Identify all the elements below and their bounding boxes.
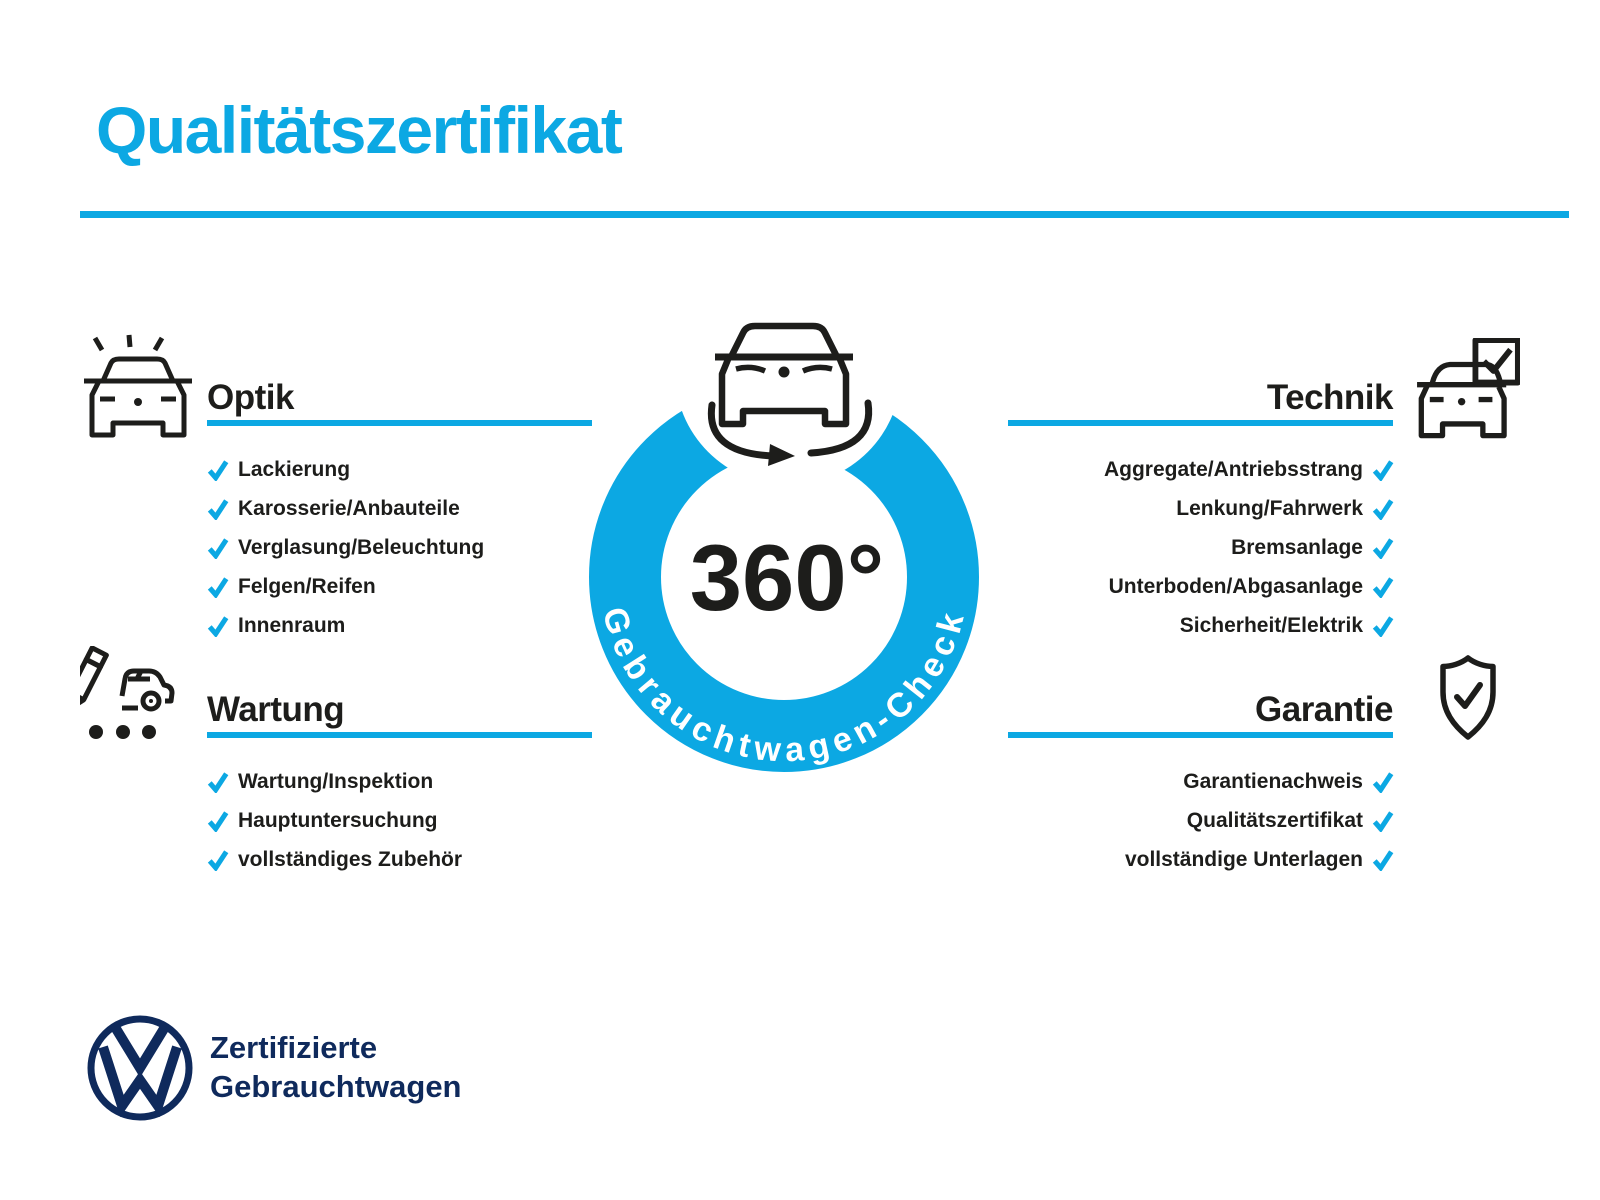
checklist-label: Lenkung/Fahrwerk <box>1176 496 1363 520</box>
check-icon <box>1372 615 1394 637</box>
section-rule-wartung <box>207 732 592 738</box>
checklist-label: Hauptuntersuchung <box>238 808 438 832</box>
check-icon <box>207 498 229 520</box>
optik-checklist: Lackierung Karosserie/Anbauteile Verglas… <box>207 456 484 651</box>
checklist-label: Innenraum <box>238 613 346 637</box>
section-rule-technik <box>1008 420 1393 426</box>
checklist-label: Aggregate/Antriebsstrang <box>1103 457 1363 481</box>
section-heading-optik: Optik <box>207 378 294 417</box>
degrees-label: 360° <box>690 525 884 630</box>
check-icon <box>207 576 229 598</box>
checklist-label: Karosserie/Anbauteile <box>238 496 460 520</box>
brand-claim-line1: Zertifizierte <box>210 1030 378 1065</box>
list-item: Sicherheit/Elektrik <box>1008 612 1394 639</box>
car-checkbox-icon <box>1417 338 1520 439</box>
list-item: Aggregate/Antriebsstrang <box>1008 456 1394 483</box>
section-heading-wartung: Wartung <box>207 690 345 729</box>
list-item: Bremsanlage <box>1008 534 1394 561</box>
check-icon <box>1372 537 1394 559</box>
vw-logo <box>87 1015 193 1121</box>
list-item: Garantienachweis <box>1008 768 1394 795</box>
section-heading-technik: Technik <box>1266 378 1394 417</box>
check-icon <box>207 537 229 559</box>
garantie-checklist: Garantienachweis Qualitätszertifikat vol… <box>1008 768 1394 885</box>
list-item: Felgen/Reifen <box>207 573 484 600</box>
checklist-label: Garantienachweis <box>1183 769 1363 793</box>
section-heading-garantie: Garantie <box>1255 690 1394 729</box>
check-icon <box>207 615 229 637</box>
checklist-label: Unterboden/Abgasanlage <box>1108 574 1363 598</box>
list-item: Lenkung/Fahrwerk <box>1008 495 1394 522</box>
check-icon <box>207 849 229 871</box>
brand-claim: Zertifizierte Gebrauchtwagen <box>210 1028 462 1106</box>
list-item: Unterboden/Abgasanlage <box>1008 573 1394 600</box>
title-divider <box>80 211 1569 218</box>
brand-claim-line2: Gebrauchtwagen <box>210 1069 462 1104</box>
list-item: Wartung/Inspektion <box>207 768 462 795</box>
360-check-badge: Gebrauchtwagen-Check 360° <box>589 259 979 772</box>
list-item: Karosserie/Anbauteile <box>207 495 484 522</box>
list-item: vollständiges Zubehör <box>207 846 462 873</box>
checklist-label: Qualitätszertifikat <box>1186 808 1363 832</box>
check-icon <box>1372 459 1394 481</box>
check-icon <box>1372 849 1394 871</box>
check-icon <box>1372 771 1394 793</box>
car-front-rotation-icon <box>707 322 873 466</box>
list-item: Hauptuntersuchung <box>207 807 462 834</box>
wartung-checklist: Wartung/Inspektion Hauptuntersuchung vol… <box>207 768 462 885</box>
checklist-label: Felgen/Reifen <box>238 574 376 598</box>
checklist-label: Lackierung <box>238 457 351 481</box>
checklist-label: Verglasung/Beleuchtung <box>238 535 485 559</box>
shield-check-icon <box>1440 655 1496 740</box>
pencil-car-checklist-icon <box>80 646 175 739</box>
checklist-label: vollständiges Zubehör <box>238 847 463 871</box>
list-item: Verglasung/Beleuchtung <box>207 534 484 561</box>
checklist-label: vollständige Unterlagen <box>1124 847 1363 871</box>
page-title: Qualitätszertifikat <box>96 93 623 167</box>
list-item: vollständige Unterlagen <box>1008 846 1394 873</box>
section-rule-garantie <box>1008 732 1393 738</box>
check-icon <box>1372 576 1394 598</box>
checklist-label: Sicherheit/Elektrik <box>1179 613 1363 637</box>
check-icon <box>207 459 229 481</box>
list-item: Lackierung <box>207 456 484 483</box>
checklist-label: Bremsanlage <box>1231 535 1363 559</box>
technik-checklist: Aggregate/Antriebsstrang Lenkung/Fahrwer… <box>1008 456 1394 651</box>
check-icon <box>207 771 229 793</box>
list-item: Qualitätszertifikat <box>1008 807 1394 834</box>
check-icon <box>207 810 229 832</box>
checklist-label: Wartung/Inspektion <box>238 769 434 793</box>
check-icon <box>1372 810 1394 832</box>
list-item: Innenraum <box>207 612 484 639</box>
check-icon <box>1372 498 1394 520</box>
section-rule-optik <box>207 420 592 426</box>
car-shine-icon <box>84 334 192 438</box>
